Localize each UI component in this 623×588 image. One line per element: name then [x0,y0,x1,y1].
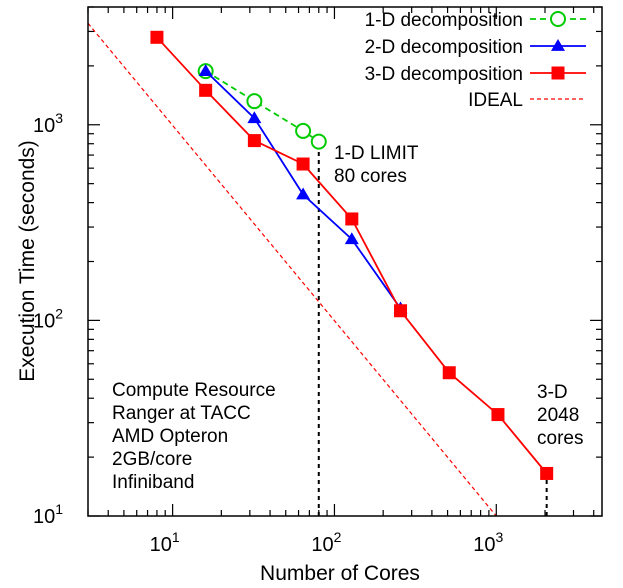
annotation-1d-limit-line1: 1-D LIMIT [334,143,419,164]
y-tick-label: 102 [33,305,63,332]
data-point-3-d-decomposition [296,157,310,171]
series-layer [150,30,554,480]
data-point-3-d-decomposition [150,30,164,44]
data-point-3-d-decomposition [247,134,261,148]
annotation-3d-limit-line3: cores [537,428,583,449]
limit-lines-layer [317,141,548,516]
legend-label-3-d-decomposition: 3-D decomposition [365,64,523,85]
legend-label-1-d-decomposition: 1-D decomposition [365,10,523,31]
legend-label-ideal: IDEAL [468,90,523,111]
data-point-3-d-decomposition [442,366,456,380]
y-axis-label: Execution Time (seconds) [16,140,39,382]
annotation-resource-line2: Ranger at TACC [112,403,251,424]
y-tick-label: 103 [33,110,63,137]
annotation-3d-limit-line1: 3-D [537,382,568,403]
legend-label-2-d-decomposition: 2-D decomposition [365,37,523,58]
x-tick-label: 101 [150,529,180,556]
x-axis-label: Number of Cores [260,562,420,585]
x-tick-label: 103 [473,529,503,556]
data-point-3-d-decomposition [199,83,213,97]
ideal-series-layer [88,22,497,516]
legend: 1-D decomposition 2-D decomposition 3-D de… [365,10,586,111]
data-point-3-d-decomposition [540,466,554,480]
series-line-ideal [88,22,497,516]
annotation-resource-line4: 2GB/core [112,449,192,470]
annotation-3d-limit-line2: 2048 [537,405,579,426]
axis-ticks-layer: 101 102 103 101 102 103 [33,6,602,556]
data-point-3-d-decomposition [394,304,408,318]
data-point-1-d-decomposition [295,122,312,139]
x-tick-label: 102 [311,529,341,556]
data-point-3-d-decomposition [491,408,505,422]
data-point-2-d-decomposition [198,64,213,77]
data-point-3-d-decomposition [345,212,359,226]
legend-marker-3-d-decomposition [551,66,565,80]
legend-marker-2-d-decomposition [551,39,565,51]
annotation-1d-limit-line2: 80 cores [334,166,407,187]
annotation-resource-line1: Compute Resource [112,380,276,401]
y-tick-label: 101 [33,501,63,528]
legend-marker-1-d-decomposition [550,11,566,27]
annotation-resource-line3: AMD Opteron [112,426,228,447]
data-point-1-d-decomposition [310,133,327,150]
data-point-2-d-decomposition [344,232,359,245]
data-point-2-d-decomposition [296,187,311,200]
data-point-1-d-decomposition [246,93,263,110]
data-point-2-d-decomposition [247,111,262,124]
annotation-resource-line5: Infiniband [112,472,194,493]
series-line-1-d-decomposition [205,70,320,143]
